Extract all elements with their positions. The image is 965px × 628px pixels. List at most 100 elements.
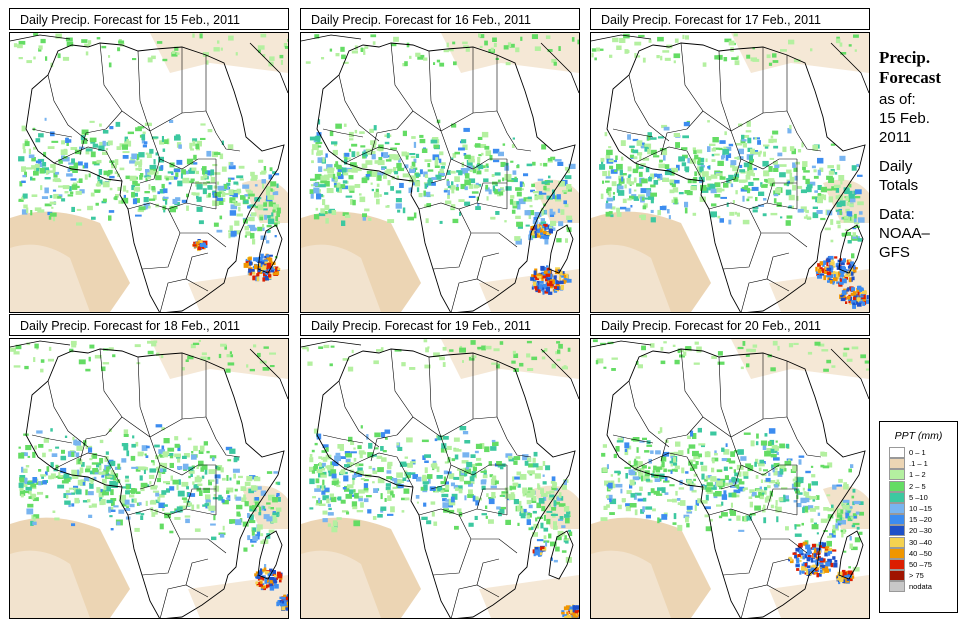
forecast-info: Precip. Forecast as of: 15 Feb. 2011 Dai… — [879, 48, 965, 262]
madagascar-outline — [838, 224, 864, 274]
precip-map — [300, 338, 580, 619]
precip-map — [9, 32, 289, 313]
africa-map — [301, 33, 579, 312]
africa-map — [10, 339, 288, 618]
africa-outline — [25, 348, 285, 618]
forecast-panel-6: Daily Precip. Forecast for 20 Feb., 2011 — [590, 314, 872, 619]
forecast-panel-1: Daily Precip. Forecast for 15 Feb., 2011 — [9, 8, 291, 313]
legend-swatch — [889, 581, 905, 593]
panel-title: Daily Precip. Forecast for 17 Feb., 2011 — [590, 8, 870, 30]
precip-map — [590, 338, 870, 619]
precip-map — [9, 338, 289, 619]
legend-row: 2 – 5 — [880, 480, 957, 492]
panel-title: Daily Precip. Forecast for 20 Feb., 2011 — [590, 314, 870, 336]
legend-row: 50 –75 — [880, 558, 957, 570]
europe-outline — [301, 340, 362, 348]
legend-row: nodata — [880, 581, 957, 593]
date-line2: 2011 — [879, 129, 912, 146]
legend-swatch — [889, 514, 905, 526]
forecast-panel-4: Daily Precip. Forecast for 18 Feb., 2011 — [9, 314, 291, 619]
africa-outline — [606, 42, 866, 312]
africa-outline — [316, 42, 576, 312]
legend-row: 40 –50 — [880, 547, 957, 559]
panel-title: Daily Precip. Forecast for 15 Feb., 2011 — [9, 8, 289, 30]
legend-label: 40 –50 — [909, 548, 932, 558]
legend-row: 15 –20 — [880, 514, 957, 526]
data-source-line2: NOAA– — [879, 225, 930, 242]
totals-line1: Daily — [879, 158, 913, 175]
legend-label: 10 –15 — [909, 504, 932, 514]
legend-title: PPT (mm) — [894, 430, 943, 442]
country-borders — [322, 42, 532, 312]
europe-outline — [10, 34, 71, 42]
europe-outline — [10, 340, 71, 348]
panel-title: Daily Precip. Forecast for 19 Feb., 2011 — [300, 314, 580, 336]
country-borders — [322, 348, 532, 618]
legend-swatch — [889, 558, 905, 570]
legend-label: 0 – 1 — [909, 448, 926, 458]
country-borders — [31, 348, 241, 618]
date-line1: 15 Feb. — [879, 110, 930, 127]
legend-label: 1 – 2 — [909, 470, 926, 480]
legend-label: 50 –75 — [909, 559, 932, 569]
legend-swatch — [889, 447, 905, 459]
dry-area-layer — [301, 339, 579, 618]
legend-row: .1 – 1 — [880, 458, 957, 470]
legend-label: 2 – 5 — [909, 481, 926, 491]
africa-outline — [316, 348, 576, 618]
panel-title: Daily Precip. Forecast for 18 Feb., 2011 — [9, 314, 289, 336]
legend-row: 0 – 1 — [880, 447, 957, 459]
arabia-outline — [830, 42, 869, 94]
legend-label: .1 – 1 — [909, 459, 928, 469]
africa-outline — [606, 348, 866, 618]
arabia-outline — [249, 348, 288, 400]
precip-cells — [305, 33, 579, 295]
info-title-line1: Precip. — [879, 48, 931, 67]
legend-label: nodata — [909, 582, 932, 592]
legend-swatch — [889, 503, 905, 515]
info-title-line2: Forecast — [879, 68, 941, 87]
legend-row: 20 –30 — [880, 525, 957, 537]
precip-cells — [591, 33, 869, 309]
legend-row: 1 – 2 — [880, 469, 957, 481]
legend-label: 20 –30 — [909, 526, 932, 536]
africa-outline — [25, 42, 285, 312]
legend-row: > 75 — [880, 570, 957, 582]
legend-label: 15 –20 — [909, 515, 932, 525]
legend-swatch — [889, 469, 905, 481]
legend-swatch — [889, 536, 905, 548]
data-source-line3: GFS — [879, 244, 910, 261]
legend-label: > 75 — [909, 571, 924, 581]
legend-swatch — [889, 525, 905, 537]
madagascar-outline — [548, 224, 574, 274]
totals-line2: Totals — [879, 177, 919, 194]
africa-map — [301, 339, 579, 618]
madagascar-outline — [548, 530, 574, 580]
forecast-panel-5: Daily Precip. Forecast for 19 Feb., 2011 — [300, 314, 582, 619]
arabia-outline — [540, 42, 579, 94]
legend-swatch — [889, 458, 905, 470]
precip-cells — [10, 339, 288, 611]
legend-swatch — [889, 491, 905, 503]
europe-outline — [591, 34, 652, 42]
europe-outline — [301, 34, 362, 42]
legend-swatch — [889, 547, 905, 559]
africa-map — [591, 339, 869, 618]
legend-row: 5 –10 — [880, 491, 957, 503]
as-of-label: as of: — [879, 91, 916, 108]
country-borders — [612, 42, 822, 312]
data-source-line1: Data: — [879, 206, 915, 223]
legend-row: 10 –15 — [880, 503, 957, 515]
arabia-outline — [540, 348, 579, 400]
africa-map — [10, 33, 288, 312]
precip-map — [300, 32, 580, 313]
legend-label: 30 –40 — [909, 537, 932, 547]
precip-map — [590, 32, 870, 313]
forecast-panel-3: Daily Precip. Forecast for 17 Feb., 2011 — [590, 8, 872, 313]
legend-label: 5 –10 — [909, 492, 928, 502]
legend-row: 30 –40 — [880, 536, 957, 548]
madagascar-outline — [257, 530, 283, 580]
precip-cells — [302, 339, 579, 618]
